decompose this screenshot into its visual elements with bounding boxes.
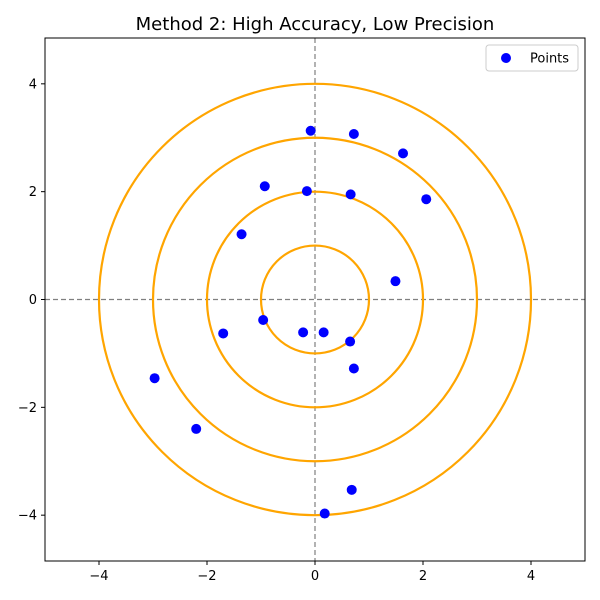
y-tick-label: −4	[18, 509, 37, 524]
data-point	[258, 314, 269, 325]
data-point	[398, 148, 409, 159]
x-tick-label: −4	[89, 569, 108, 584]
data-point	[236, 229, 247, 240]
data-point	[298, 327, 309, 338]
data-point	[191, 423, 202, 434]
x-tick-label: 2	[419, 569, 427, 584]
y-tick-label: 0	[29, 293, 37, 308]
legend: Points	[485, 44, 579, 72]
target-circle-r4	[97, 82, 533, 517]
data-point	[345, 336, 356, 347]
target-circle-r1	[259, 244, 371, 355]
legend-label: Points	[530, 52, 569, 67]
data-point	[345, 189, 356, 200]
data-point	[421, 194, 432, 205]
target-circle-r3	[151, 136, 479, 463]
data-point	[348, 363, 359, 374]
y-tick-label: 4	[29, 77, 37, 92]
data-point	[346, 484, 357, 495]
data-point	[318, 327, 329, 338]
data-point	[390, 276, 401, 287]
data-point	[218, 328, 229, 339]
x-tick-label: 4	[527, 569, 535, 584]
data-point	[149, 373, 160, 384]
legend-box	[485, 44, 579, 72]
x-tick-label: −2	[197, 569, 216, 584]
data-point	[259, 181, 270, 192]
data-point	[301, 186, 312, 197]
y-tick-label: −2	[18, 401, 37, 416]
data-point	[348, 128, 359, 139]
target-circle-r2	[205, 190, 425, 409]
legend-marker	[501, 53, 511, 63]
chart-title: Method 2: High Accuracy, Low Precision	[136, 14, 495, 35]
plot-area	[45, 38, 585, 561]
data-point	[319, 508, 330, 519]
y-tick-label: 2	[29, 185, 37, 200]
axes: −4 −2 0 2 4 −4 −2 0 2 4	[18, 37, 586, 584]
x-tick-label: 0	[311, 569, 319, 584]
data-point	[305, 125, 316, 136]
